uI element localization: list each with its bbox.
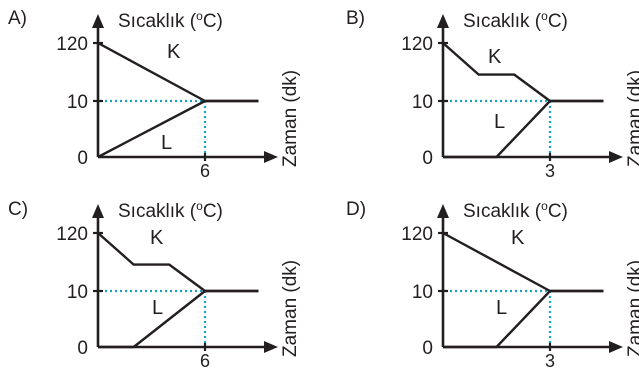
x-axis-arrowhead [264,341,278,353]
option-label: C) [8,199,28,220]
series-label-k: K [488,46,502,68]
series-line-l [443,289,604,349]
y-tick-label: 10 [412,282,433,303]
y-axis-label-unit: C) [203,11,223,32]
chart-panel: A) Sıcaklık (oC) Zaman (dk) K L 120 10 0 6 [8,8,301,181]
y-axis-label: Sıcaklık (oC) [118,9,223,32]
y-axis-label: Sıcaklık (oC) [463,9,568,32]
chart-panel: B) Sıcaklık (oC) Zaman (dk) K L 120 10 0 3 [346,8,639,181]
series-label-l: L [152,297,163,319]
x-axis-label: Zaman (dk) [625,260,639,357]
y-tick-label: 0 [77,148,88,169]
y-tick-label: 10 [67,92,88,113]
x-axis-arrowhead [264,151,278,163]
y-tick-label: 120 [56,224,88,245]
y-axis-label-superscript: o [541,199,548,213]
y-axis-arrowhead [92,204,104,218]
series-label-l: L [161,132,172,154]
series-line-l [97,99,259,159]
y-axis-arrowhead [92,14,104,28]
x-axis-label: Zaman (dk) [280,260,301,357]
y-axis-label-unit: C) [548,201,568,222]
y-axis-label: Sıcaklık (oC) [463,199,568,222]
x-tick-label: 3 [545,351,555,370]
y-axis-label-text: Sıcaklık ( [463,11,542,32]
y-axis-label-superscript: o [196,199,203,213]
x-axis-arrowhead [609,151,623,163]
y-tick-label: 0 [422,148,433,169]
x-axis-label: Zaman (dk) [280,70,301,167]
y-axis-label-superscript: o [541,9,548,23]
y-axis-label-unit: C) [548,11,568,32]
x-axis-arrowhead [609,341,623,353]
y-axis-label-unit: C) [203,201,223,222]
y-tick-label: 0 [422,338,433,359]
x-tick-label: 6 [200,351,210,370]
y-axis-label-text: Sıcaklık ( [118,11,197,32]
option-label: B) [346,8,365,29]
x-tick-label: 3 [545,161,555,181]
y-axis-label-superscript: o [196,9,203,23]
y-axis-label-text: Sıcaklık ( [463,201,542,222]
series-label-k: K [511,227,525,249]
y-tick-label: 120 [401,34,433,55]
y-axis-label-text: Sıcaklık ( [118,201,197,222]
y-axis-arrowhead [437,204,449,218]
series-line-k [97,232,259,293]
series-line-l [443,99,604,159]
series-label-k: K [167,41,181,63]
y-tick-label: 10 [412,92,433,113]
y-tick-label: 120 [56,34,88,55]
series-label-k: K [150,227,164,249]
chart-panel: D) Sıcaklık (oC) Zaman (dk) K L 120 10 0 3 [346,199,639,370]
x-axis-label: Zaman (dk) [625,70,639,167]
series-line-l [98,289,259,349]
y-tick-label: 0 [77,338,88,359]
x-tick-label: 6 [200,161,210,181]
series-label-l: L [496,297,507,319]
option-label: A) [8,8,27,29]
y-tick-label: 120 [401,224,433,245]
y-axis-arrowhead [437,14,449,28]
y-axis-label: Sıcaklık (oC) [118,199,223,222]
series-line-k [442,42,604,103]
option-label: D) [346,199,366,220]
y-tick-label: 10 [67,282,88,303]
series-label-l: L [494,111,505,133]
